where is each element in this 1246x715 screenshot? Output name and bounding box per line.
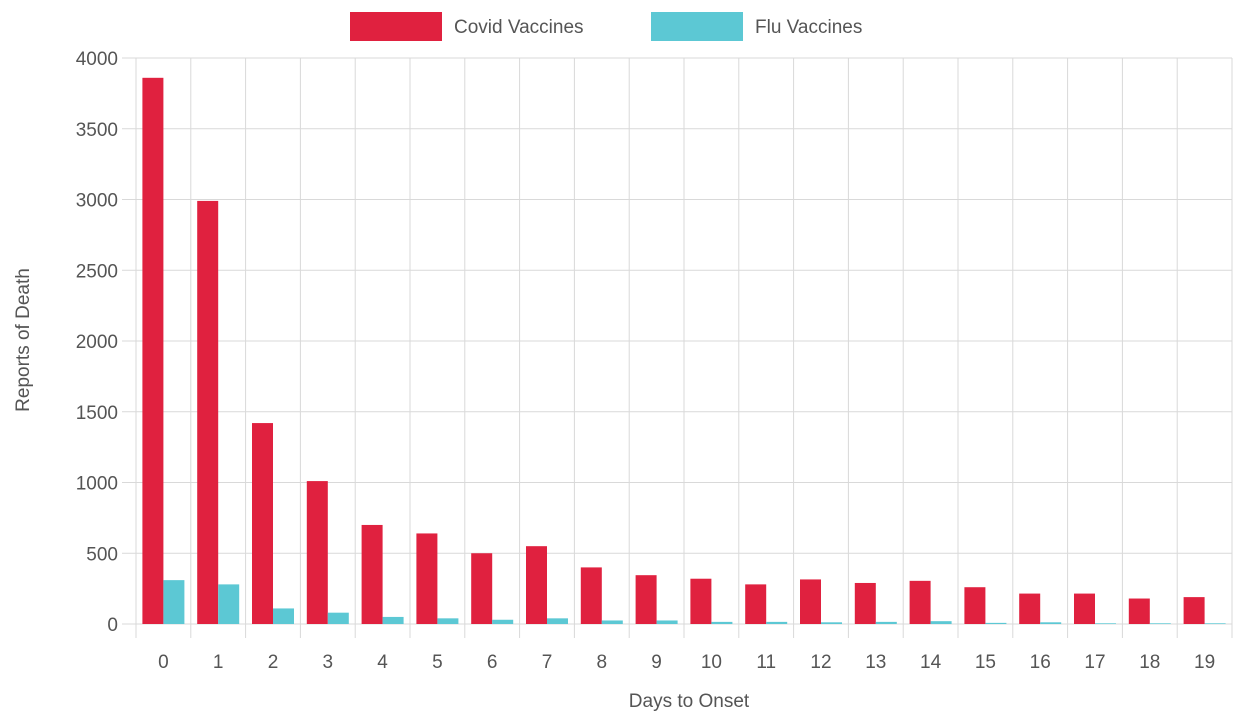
- bar-covid: [854, 582, 876, 624]
- legend-swatch: [651, 12, 743, 41]
- x-tick-label: 16: [1030, 652, 1051, 673]
- x-tick-label: 11: [756, 652, 776, 673]
- x-tick-label: 5: [432, 652, 443, 673]
- y-tick-label: 3000: [76, 191, 118, 212]
- y-tick-label: 500: [86, 544, 118, 565]
- x-axis-label: Days to Onset: [629, 691, 750, 712]
- bar-covid: [580, 567, 602, 624]
- bar-flu: [218, 584, 240, 624]
- bar-flu: [1204, 623, 1226, 624]
- y-tick-label: 2000: [76, 332, 118, 353]
- x-tick-label: 12: [810, 652, 831, 673]
- bar-covid: [909, 580, 931, 624]
- bar-covid: [1074, 593, 1095, 624]
- bar-covid: [142, 77, 164, 624]
- bar-flu: [273, 608, 294, 624]
- x-tick-label: 2: [268, 652, 279, 673]
- y-tick-label: 1500: [76, 403, 118, 424]
- x-tick-label: 19: [1194, 652, 1215, 673]
- bar-flu: [1149, 623, 1171, 624]
- bar-covid: [361, 524, 383, 624]
- bar-covid: [1183, 597, 1205, 624]
- bar-flu: [930, 621, 952, 624]
- bar-flu: [601, 620, 623, 624]
- x-tick-label: 9: [651, 652, 662, 673]
- bar-flu: [437, 618, 459, 624]
- x-tick-label: 6: [487, 652, 498, 673]
- y-tick-label: 4000: [76, 49, 118, 70]
- x-tick-label: 18: [1139, 652, 1160, 673]
- bar-covid: [197, 200, 219, 625]
- bar-covid: [745, 584, 767, 624]
- bar-covid: [526, 546, 547, 624]
- x-tick-label: 7: [542, 652, 553, 673]
- x-tick-label: 15: [975, 652, 996, 673]
- x-tick-label: 4: [377, 652, 388, 673]
- legend-label: Covid Vaccines: [454, 17, 584, 38]
- bar-covid: [1128, 598, 1150, 624]
- bar-flu: [711, 621, 733, 624]
- bar-covid: [471, 553, 493, 624]
- bar-covid: [1019, 593, 1041, 624]
- bar-covid: [416, 533, 438, 624]
- y-axis-label: Reports of Death: [13, 268, 34, 412]
- bar-flu: [656, 620, 678, 624]
- bar-flu: [985, 622, 1007, 624]
- bar-covid: [252, 423, 273, 624]
- x-tick-label: 14: [920, 652, 942, 673]
- bar-flu: [1095, 623, 1116, 624]
- x-tick-label: 17: [1084, 652, 1105, 673]
- bar-covid: [306, 481, 328, 624]
- bar-flu: [1040, 622, 1062, 624]
- legend-swatch: [350, 12, 442, 41]
- bars: [142, 77, 1226, 625]
- y-tick-label: 2500: [76, 261, 118, 282]
- bar-flu: [821, 622, 842, 624]
- bar-covid: [800, 579, 821, 624]
- legend-label: Flu Vaccines: [755, 17, 862, 38]
- x-tick-label: 8: [597, 652, 608, 673]
- bar-flu: [547, 618, 568, 624]
- bar-flu: [492, 619, 514, 624]
- x-tick-label: 3: [323, 652, 334, 673]
- bar-covid: [635, 575, 657, 624]
- x-tick-label: 1: [213, 652, 224, 673]
- bar-flu: [382, 616, 404, 624]
- bar-flu: [327, 612, 349, 624]
- legend: Covid Vaccines Flu Vaccines: [350, 12, 862, 41]
- bar-flu: [875, 621, 897, 624]
- bar-covid: [964, 587, 986, 624]
- x-tick-label: 13: [865, 652, 886, 673]
- y-tick-label: 3500: [76, 120, 118, 141]
- grid: [122, 57, 1233, 638]
- x-tick-label: 10: [701, 652, 722, 673]
- bar-covid: [690, 578, 712, 624]
- bar-flu: [766, 621, 788, 624]
- bar-flu: [163, 580, 185, 624]
- x-tick-label: 0: [158, 652, 169, 673]
- y-tick-label: 1000: [76, 474, 118, 495]
- y-tick-label: 0: [107, 615, 118, 636]
